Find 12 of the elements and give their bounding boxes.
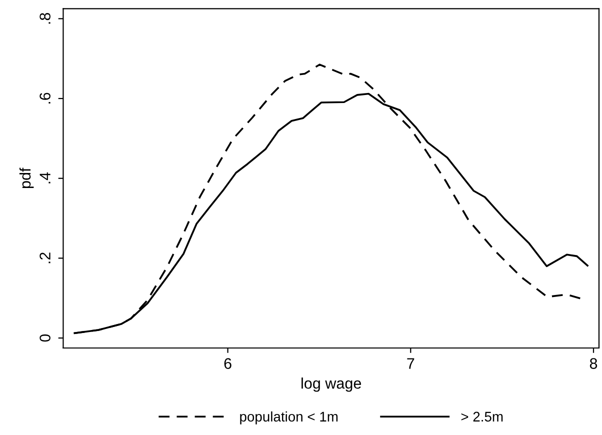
legend-label: population < 1m <box>240 411 338 424</box>
y-tick-label: 0 <box>40 334 50 342</box>
x-tick-label: 7 <box>407 358 414 369</box>
y-tick-label: .4 <box>40 172 50 184</box>
x-tick-label: 8 <box>590 358 598 369</box>
x-tick-label: 6 <box>224 358 232 369</box>
y-tick-label: .8 <box>40 12 50 24</box>
y-tick-label: .2 <box>40 252 50 264</box>
legend-label: > 2.5m <box>461 412 503 422</box>
y-axis-title: pdf <box>19 168 34 188</box>
x-axis-title: log wage <box>302 378 361 392</box>
y-tick-label: .6 <box>40 92 50 104</box>
